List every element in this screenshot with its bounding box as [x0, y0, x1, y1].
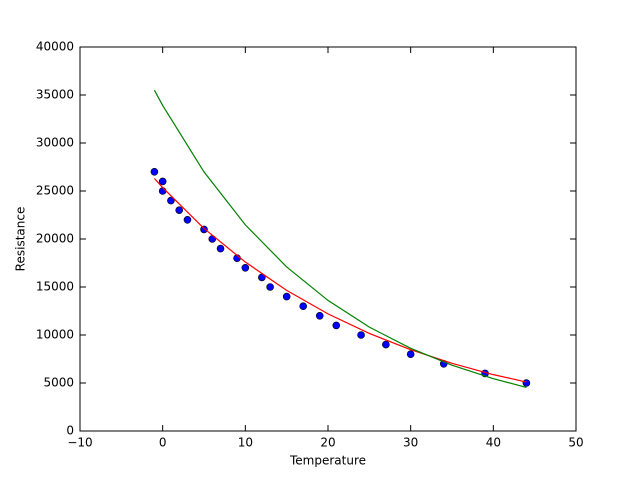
- fit-line: [153, 89, 527, 388]
- data-point: [406, 350, 415, 359]
- x-tick-label: 50: [568, 436, 583, 450]
- y-axis-label: Resistance: [14, 207, 28, 272]
- y-tick-label: 15000: [36, 280, 74, 294]
- data-point: [158, 177, 167, 186]
- data-point: [357, 331, 365, 339]
- data-point: [522, 379, 531, 387]
- data-point: [200, 225, 208, 234]
- y-tick-label: 30000: [36, 136, 74, 150]
- x-tick-label: 40: [486, 436, 501, 450]
- y-tick-label: 20000: [36, 232, 74, 246]
- data-point: [266, 283, 274, 291]
- data-point: [150, 168, 159, 176]
- fit-line: [153, 178, 527, 383]
- data-point: [282, 292, 291, 301]
- x-tick-label: 0: [159, 436, 167, 450]
- plot-frame: [79, 46, 577, 432]
- x-tick-label: −10: [67, 436, 92, 450]
- data-point: [299, 302, 308, 311]
- x-tick-label: 10: [238, 436, 253, 450]
- data-point: [241, 263, 250, 272]
- data-point: [158, 187, 167, 195]
- x-tick-label: 20: [320, 436, 335, 450]
- x-axis-label: Temperature: [289, 454, 366, 468]
- data-point: [175, 206, 183, 214]
- data-point: [167, 196, 175, 205]
- data-point: [315, 311, 324, 320]
- data-point: [183, 216, 192, 224]
- y-tick-label: 5000: [43, 376, 74, 390]
- x-tick-label: 30: [403, 436, 418, 450]
- y-tick-label: 40000: [36, 40, 74, 54]
- y-tick-label: 10000: [36, 328, 74, 342]
- data-point: [332, 321, 341, 330]
- data-point: [382, 340, 390, 349]
- data-point: [216, 244, 225, 253]
- y-tick-label: 35000: [36, 88, 74, 102]
- y-tick-label: 0: [66, 424, 74, 438]
- y-tick-label: 25000: [36, 184, 74, 198]
